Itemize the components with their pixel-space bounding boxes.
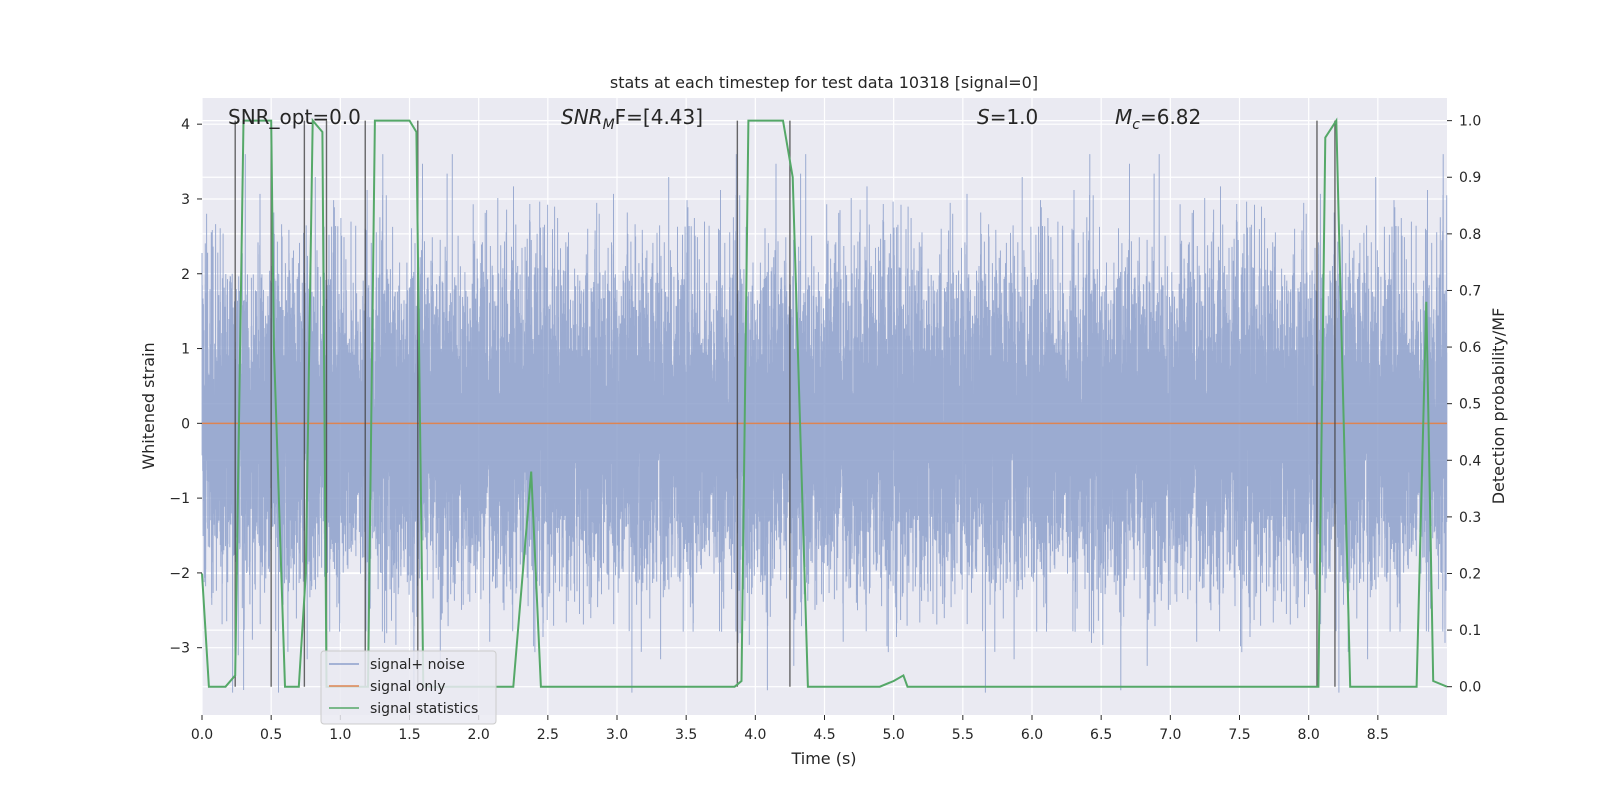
x-tick-label: 1.0 [329, 727, 351, 743]
snr-mf-annotation: SNRMF=[4.43] [561, 105, 703, 133]
x-tick-label: 2.5 [537, 727, 559, 743]
x-tick-label: 5.5 [952, 727, 974, 743]
x-tick-label: 5.0 [883, 727, 905, 743]
x-tick-label: 3.0 [606, 727, 628, 743]
y-right-tick-label: 0.6 [1459, 340, 1481, 356]
s-symbol: S [977, 105, 990, 129]
x-tick-label: 4.5 [813, 727, 835, 743]
snr-opt-annotation: SNR_opt=0.0 [228, 105, 361, 129]
x-tick-label: 7.5 [1228, 727, 1250, 743]
x-tick-label: 1.5 [398, 727, 420, 743]
x-tick-label: 6.0 [1021, 727, 1043, 743]
y-right-tick-label: 0.4 [1459, 453, 1481, 469]
chart-title: stats at each timestep for test data 103… [610, 73, 1038, 92]
y-tick-label: −3 [169, 641, 190, 657]
y-tick-label: 4 [181, 117, 190, 133]
y-tick-label: 2 [181, 267, 190, 283]
legend-box [320, 650, 497, 725]
x-tick-label: 0.5 [260, 727, 282, 743]
x-axis-ticks: 0.0 0.5 1.0 1.5 2.0 2.5 3.0 3.5 4.0 4.5 5.0 5.5 6.0 6… [191, 715, 1389, 743]
y-right-tick-label: 0.5 [1459, 397, 1481, 413]
y-tick-label: −1 [169, 491, 190, 507]
snr-mf-value: F=[4.43] [615, 105, 703, 129]
y-axis-label: Whitened strain [139, 342, 158, 469]
snr-mf-subscript: M [603, 117, 615, 133]
signal-statistics-line [201, 117, 1448, 688]
y-right-tick-label: 1.0 [1459, 114, 1481, 130]
s-annotation: S=1.0 [977, 105, 1038, 129]
x-tick-label: 7.0 [1159, 727, 1181, 743]
x-tick-label: 8.0 [1298, 727, 1320, 743]
x-tick-label: 3.5 [675, 727, 697, 743]
y-tick-label: 3 [181, 192, 190, 208]
mc-subscript: c [1132, 117, 1140, 133]
mc-symbol: M [1115, 105, 1132, 129]
s-value: =1.0 [990, 105, 1039, 129]
signal-statistics-series [201, 117, 1448, 688]
x-tick-label: 2.0 [468, 727, 490, 743]
y-right-axis-ticks: 1.0 0.9 0.8 0.7 0.6 0.5 0.4 0.3 0.2 0.1 0.0 [1447, 114, 1481, 696]
signal-noise-series [201, 154, 1448, 693]
x-tick-label: 8.5 [1367, 727, 1389, 743]
y-right-tick-label: 0.8 [1459, 227, 1481, 243]
legend-label-signal-noise: signal+ noise [370, 657, 465, 673]
legend-label-signal-only: signal only [370, 679, 445, 695]
y-right-tick-label: 0.2 [1459, 566, 1481, 582]
legend-label-signal-statistics: signal statistics [370, 701, 478, 717]
legend: signal+ noise signal only signal statist… [320, 650, 497, 725]
y-right-tick-label: 0.0 [1459, 680, 1481, 696]
x-axis-label: Time (s) [790, 749, 856, 768]
y-right-tick-label: 0.1 [1459, 623, 1481, 639]
y-right-tick-label: 0.3 [1459, 510, 1481, 526]
x-tick-label: 4.0 [744, 727, 766, 743]
y-right-tick-label: 0.9 [1459, 170, 1481, 186]
x-tick-label: 0.0 [191, 727, 213, 743]
y-tick-label: 0 [181, 416, 190, 432]
y-tick-label: 1 [181, 342, 190, 358]
y-axis-ticks: 4 3 2 1 0 −1 −2 −3 [169, 117, 202, 657]
y-tick-label: −2 [169, 566, 190, 582]
mc-annotation: Mc=6.82 [1115, 105, 1201, 133]
mc-value: =6.82 [1140, 105, 1201, 129]
x-tick-label: 6.5 [1090, 727, 1112, 743]
y-right-axis-label: Detection probability/MF [1489, 308, 1508, 505]
signal-noise-line [201, 154, 1448, 693]
y-right-tick-label: 0.7 [1459, 283, 1481, 299]
snr-mf-symbol: SNR [561, 105, 603, 129]
